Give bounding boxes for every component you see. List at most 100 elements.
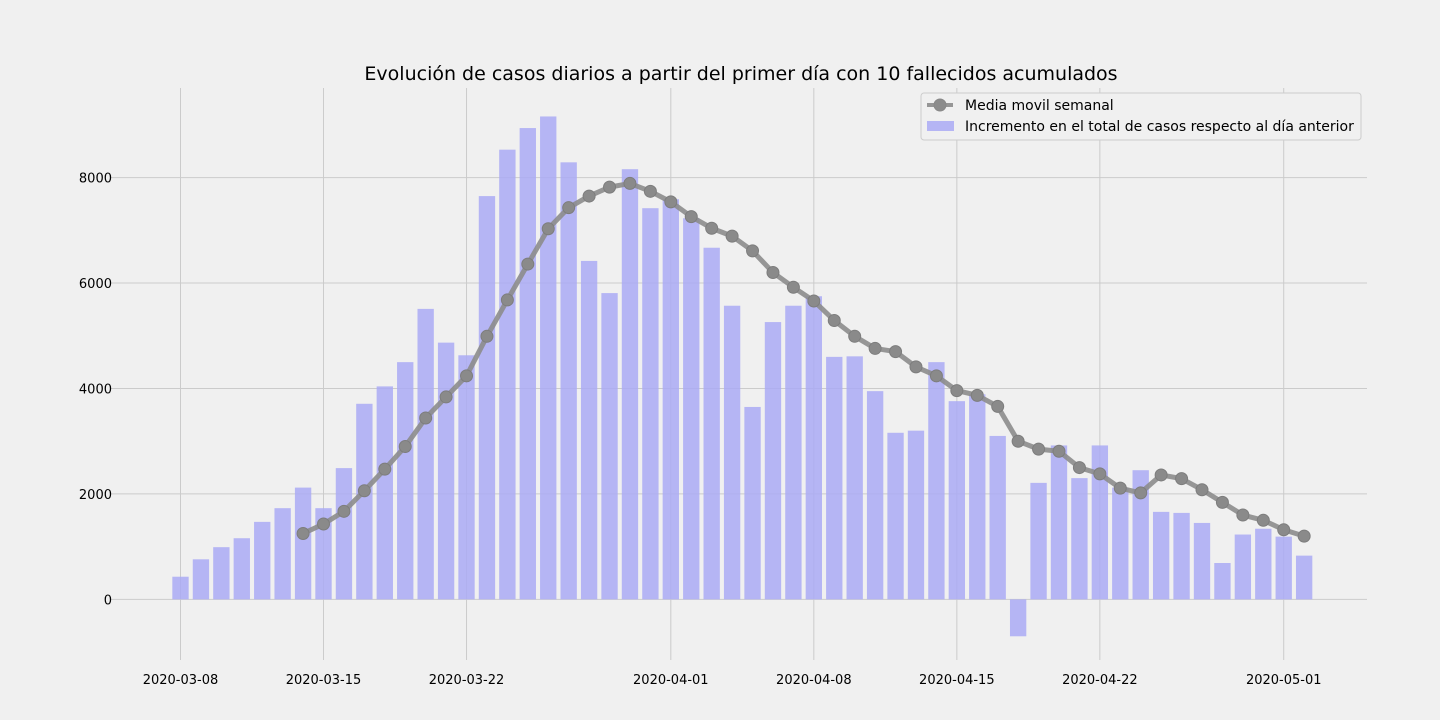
x-axis-ticks: 2020-03-08 2020-03-15 2020-03-22 2020-04-01…	[143, 673, 1322, 688]
moving-average-point	[1215, 495, 1229, 509]
bar	[1295, 555, 1313, 600]
bar	[1193, 522, 1211, 600]
bar	[294, 487, 312, 600]
moving-average-point	[296, 526, 310, 540]
bar	[1030, 482, 1047, 600]
x-tick-label: 2020-04-15	[919, 673, 995, 688]
moving-average-point	[950, 384, 964, 398]
moving-average-point	[419, 411, 433, 425]
moving-average-point	[991, 399, 1005, 413]
bar	[805, 296, 823, 600]
moving-average-point	[337, 504, 351, 518]
bar	[376, 386, 393, 600]
bar	[1112, 487, 1129, 600]
moving-average-point	[1277, 523, 1291, 537]
bar	[580, 260, 598, 600]
moving-average-point	[827, 313, 841, 327]
bar	[417, 308, 434, 600]
moving-average-point	[970, 388, 984, 402]
moving-average-point	[1297, 529, 1311, 543]
y-tick-label: 6000	[79, 277, 112, 292]
y-tick-label: 2000	[79, 488, 112, 503]
moving-average-point	[705, 221, 719, 235]
moving-average-point	[582, 189, 596, 203]
legend: Media movil semanal Incremento en el tot…	[920, 92, 1362, 141]
moving-average-point	[1011, 434, 1025, 448]
bar	[846, 356, 863, 600]
x-tick-label: 2020-05-01	[1246, 673, 1322, 688]
moving-average-point	[807, 294, 821, 308]
bar	[213, 547, 230, 600]
bar	[1152, 511, 1170, 600]
moving-average-point	[929, 369, 943, 383]
bar	[1275, 536, 1292, 600]
bar	[642, 208, 659, 600]
moving-average-point	[439, 390, 453, 404]
bar	[785, 305, 802, 600]
bar	[1009, 599, 1027, 637]
moving-average-point	[521, 257, 535, 271]
moving-average-point	[317, 517, 331, 531]
moving-average-point	[1256, 513, 1270, 527]
x-tick-label: 2020-03-08	[143, 673, 219, 688]
moving-average-point	[357, 484, 371, 498]
bar	[233, 538, 250, 600]
moving-average-point	[623, 176, 637, 190]
bar	[764, 322, 782, 600]
bar	[683, 218, 700, 600]
moving-average-point	[1134, 486, 1148, 500]
bar	[928, 362, 945, 600]
bar	[621, 169, 639, 600]
bar	[478, 196, 496, 600]
bar	[1091, 445, 1109, 600]
bar	[315, 508, 332, 600]
moving-average-point	[1032, 442, 1046, 456]
x-tick-label: 2020-04-08	[776, 673, 852, 688]
moving-average-line	[296, 176, 1311, 543]
bar	[703, 247, 720, 600]
moving-average-point	[500, 293, 514, 307]
moving-average-point	[1195, 483, 1209, 497]
moving-average-point	[1175, 472, 1189, 486]
moving-average-point	[1072, 461, 1086, 475]
bar	[172, 576, 189, 600]
bar	[1255, 528, 1272, 600]
bar	[744, 406, 761, 600]
x-tick-label: 2020-04-01	[633, 673, 709, 688]
moving-average-point	[398, 439, 412, 453]
moving-average-point	[603, 180, 617, 194]
moving-average-point	[909, 360, 923, 374]
moving-average-point	[378, 462, 392, 476]
chart-title: Evolución de casos diarios a partir del …	[364, 63, 1117, 85]
moving-average-point	[1236, 508, 1250, 522]
bar	[826, 356, 843, 600]
x-tick-label: 2020-04-22	[1062, 673, 1138, 688]
bar	[397, 362, 414, 600]
bar	[1132, 470, 1149, 600]
moving-average-point	[848, 329, 862, 343]
moving-average-point	[562, 201, 576, 215]
bar	[499, 149, 516, 600]
bar	[335, 468, 353, 600]
bars	[172, 116, 1313, 637]
moving-average-point	[684, 210, 698, 224]
moving-average-point	[868, 341, 882, 355]
bar	[969, 394, 986, 600]
legend-bar-swatch	[927, 121, 954, 131]
bar	[274, 508, 291, 600]
bar	[723, 305, 741, 600]
bar	[356, 403, 373, 600]
bar	[192, 559, 210, 600]
x-tick-label: 2020-03-22	[429, 673, 505, 688]
moving-average-point	[480, 329, 494, 343]
y-tick-label: 0	[104, 593, 112, 608]
moving-average-point	[889, 345, 903, 359]
y-axis-ticks: 0 2000 4000 6000 8000	[79, 172, 112, 609]
bar	[1214, 562, 1231, 600]
moving-average-point	[766, 266, 780, 280]
moving-average-point	[1154, 468, 1168, 482]
bar	[1050, 445, 1068, 600]
moving-average-point	[746, 244, 760, 258]
bar	[458, 355, 475, 600]
bar	[437, 342, 455, 600]
